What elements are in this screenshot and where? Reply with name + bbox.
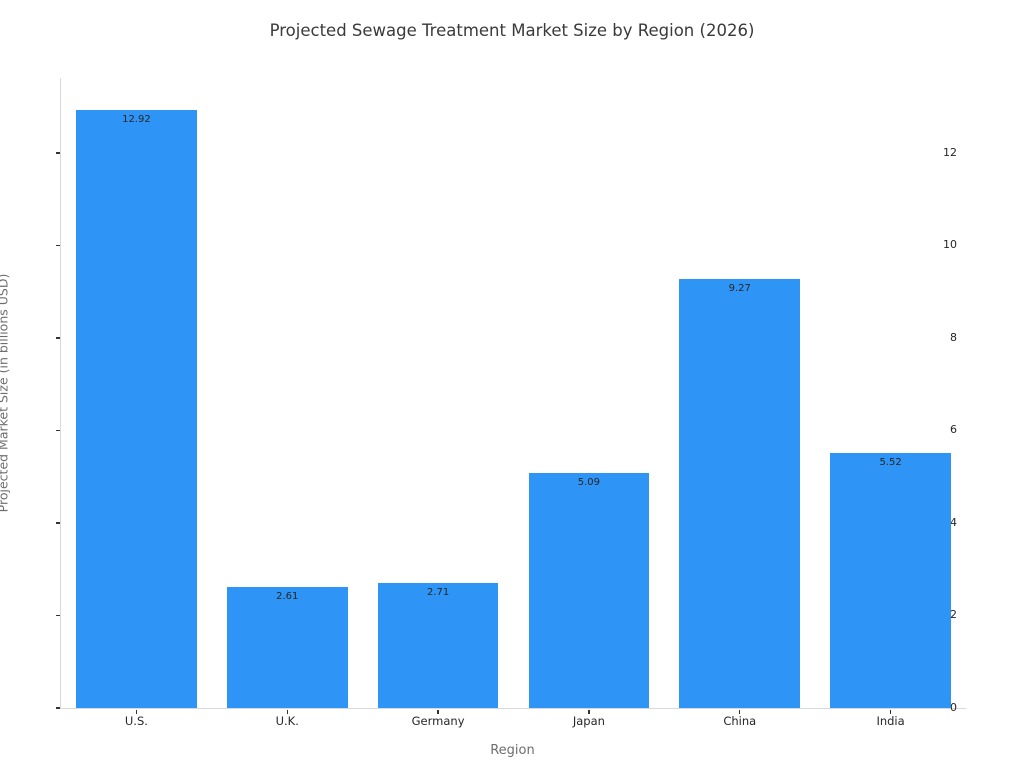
x-tick-mark — [889, 710, 892, 714]
y-tick-mark — [56, 337, 60, 339]
bar-germany: 2.71 — [377, 582, 499, 708]
x-tick-mark — [437, 710, 439, 714]
bar-value-label: 12.92 — [122, 114, 151, 126]
bar-value-label: 9.27 — [728, 283, 751, 295]
y-tick-label: 4 — [950, 515, 957, 529]
bar-u-k: 2.61 — [226, 587, 348, 708]
bar-value-label: 2.71 — [426, 586, 450, 598]
x-tick-label: Japan — [572, 714, 605, 728]
bar-china: 9.27 — [679, 279, 801, 708]
x-tick-label: China — [723, 714, 757, 728]
y-tick-mark — [56, 152, 60, 154]
x-tick-label: India — [876, 714, 905, 728]
x-tick-mark — [135, 710, 138, 714]
x-tick-label: U.S. — [124, 714, 148, 728]
y-tick-mark — [56, 614, 60, 617]
x-tick-mark — [739, 710, 741, 714]
plot-area: 0 2 4 6 8 10 12 12.92 U.S. 2.61 U.K. 2.71 Germany 5.0… — [56, 78, 966, 728]
bar-india: 5.52 — [830, 452, 951, 708]
bar-value-label: 5.52 — [879, 456, 902, 468]
x-tick-label: Germany — [411, 714, 465, 728]
bar-value-label: 2.61 — [276, 591, 299, 603]
y-tick-label: 6 — [950, 423, 957, 437]
y-tick-label: 2 — [950, 608, 957, 622]
y-axis-title-text: Projected Market Size (in billions USD) — [0, 273, 11, 513]
x-tick-label: U.K. — [275, 714, 299, 728]
bar-japan: 5.09 — [528, 472, 650, 708]
x-axis-title: Region — [490, 743, 535, 758]
y-tick-mark — [56, 522, 60, 524]
x-tick-mark — [588, 710, 590, 714]
y-tick-label: 12 — [943, 145, 957, 159]
bar-u-s: 12.92 — [76, 110, 197, 708]
x-tick-mark — [286, 710, 288, 714]
y-tick-mark — [56, 707, 60, 709]
y-tick-mark — [56, 429, 60, 432]
y-tick-label: 10 — [943, 238, 957, 252]
y-tick-mark — [56, 244, 60, 247]
y-tick-label: 8 — [950, 330, 957, 344]
y-tick-label: 0 — [950, 701, 957, 714]
chart-title: Projected Sewage Treatment Market Size b… — [269, 21, 755, 40]
bar-value-label: 5.09 — [577, 476, 601, 488]
